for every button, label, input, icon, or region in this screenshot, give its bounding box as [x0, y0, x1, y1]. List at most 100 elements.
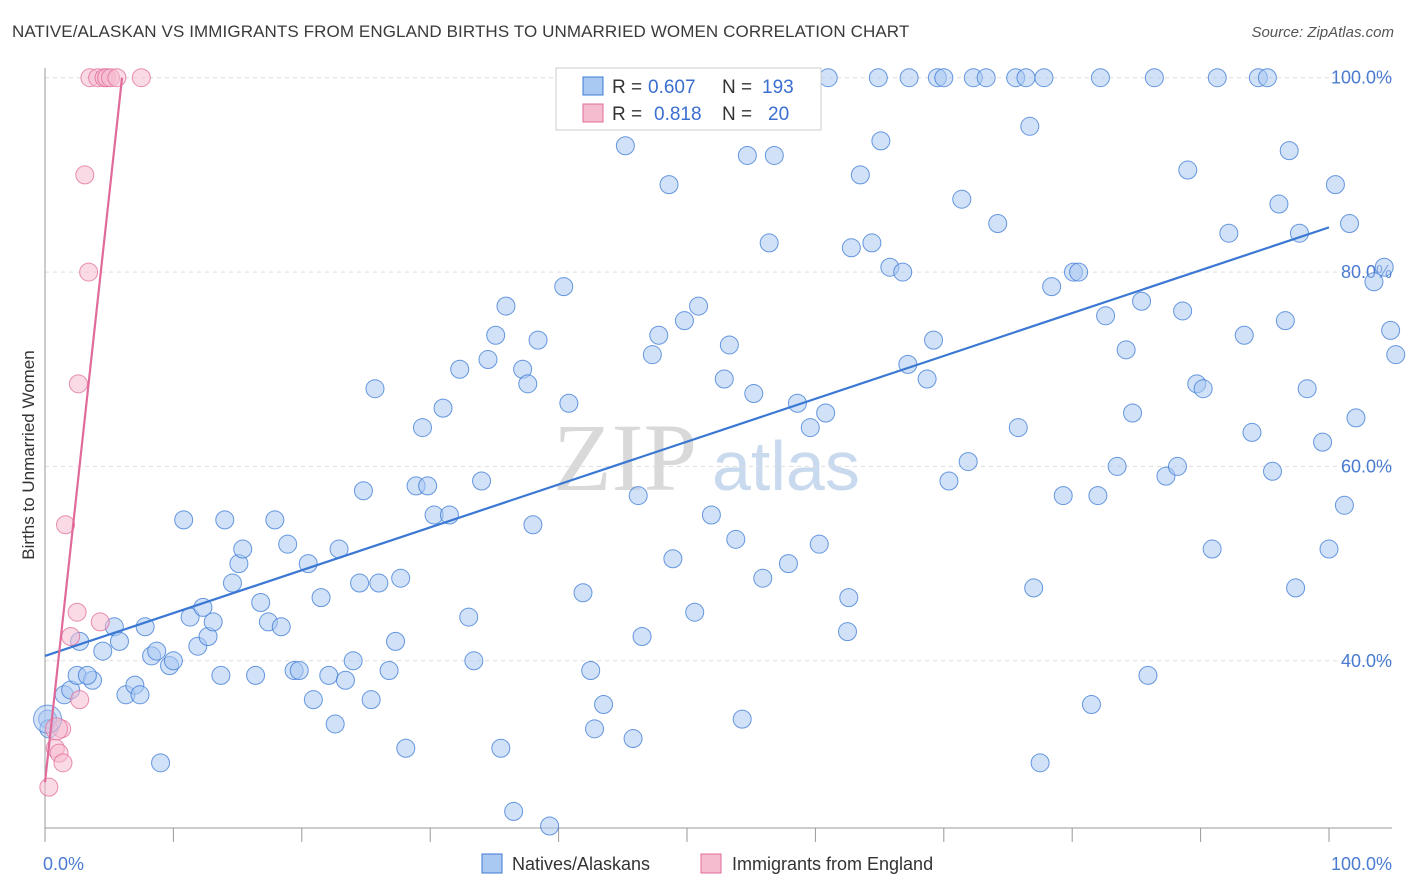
point-natives — [450, 359, 470, 379]
point-natives — [714, 369, 734, 389]
point-natives — [271, 617, 291, 637]
point-natives — [1042, 277, 1062, 297]
chart-title: NATIVE/ALASKAN VS IMMIGRANTS FROM ENGLAN… — [12, 22, 910, 41]
point-natives — [939, 471, 959, 491]
point-natives — [379, 661, 399, 681]
point-natives — [659, 175, 679, 195]
point-natives — [1144, 68, 1164, 88]
point-natives — [628, 486, 648, 506]
point-natives — [719, 335, 739, 355]
point-natives — [1107, 456, 1127, 476]
point-natives — [917, 369, 937, 389]
point-natives — [988, 213, 1008, 233]
point-natives — [1381, 320, 1401, 340]
point-natives — [800, 418, 820, 438]
point-natives — [203, 612, 223, 632]
point-natives — [361, 690, 381, 710]
point-natives — [1207, 68, 1227, 88]
point-natives — [585, 719, 605, 739]
watermark-zip: ZIP — [553, 404, 697, 511]
point-natives — [1069, 262, 1089, 282]
point-natives — [850, 165, 870, 185]
point-natives — [1167, 456, 1187, 476]
point-natives — [396, 738, 416, 758]
point-natives — [1319, 539, 1339, 559]
point-natives — [701, 505, 721, 525]
point-natives — [222, 573, 242, 593]
point-natives — [1202, 539, 1222, 559]
stats-r-label-2: R = — [612, 104, 642, 125]
point-natives — [215, 510, 235, 530]
point-natives — [472, 471, 492, 491]
point-natives — [778, 554, 798, 574]
point-natives — [1053, 486, 1073, 506]
stats-swatch-blue — [582, 76, 604, 96]
point-natives — [1123, 403, 1143, 423]
point-natives — [350, 573, 370, 593]
point-natives — [246, 665, 266, 685]
point-natives — [1374, 257, 1394, 277]
point-natives — [1263, 461, 1283, 481]
legend-label-natives: Natives/Alaskans — [512, 854, 650, 874]
point-natives — [93, 641, 113, 661]
point-natives — [319, 665, 339, 685]
point-natives — [642, 345, 662, 365]
point-natives — [862, 233, 882, 253]
point-natives — [816, 403, 836, 423]
point-england — [107, 68, 127, 88]
x-tick-label: 0.0% — [43, 854, 84, 874]
stats-r-value-1: 0.607 — [648, 77, 696, 98]
point-natives — [130, 685, 150, 705]
point-natives — [1386, 345, 1406, 365]
point-natives — [726, 529, 746, 549]
point-natives — [163, 651, 183, 671]
point-england — [39, 777, 59, 797]
point-natives — [1173, 301, 1193, 321]
y-tick-label: 100.0% — [1331, 68, 1392, 88]
point-england — [131, 68, 151, 88]
point-natives — [528, 330, 548, 350]
point-natives — [386, 631, 406, 651]
point-natives — [952, 189, 972, 209]
point-england — [45, 717, 69, 741]
point-natives — [1116, 340, 1136, 360]
stats-r-label-1: R = — [612, 77, 642, 98]
point-natives — [839, 588, 859, 608]
point-natives — [744, 384, 764, 404]
point-natives — [787, 393, 807, 413]
point-natives — [109, 631, 129, 651]
legend-swatch-natives — [481, 853, 503, 874]
trendline-england — [43, 77, 124, 783]
trendline-natives — [44, 226, 1330, 657]
point-england — [70, 690, 90, 710]
point-natives — [289, 661, 309, 681]
stats-n-value-2: 20 — [768, 104, 789, 125]
point-natives — [518, 374, 538, 394]
point-natives — [311, 588, 331, 608]
point-natives — [615, 136, 635, 156]
point-natives — [1313, 432, 1333, 452]
point-natives — [1234, 325, 1254, 345]
point-natives — [1219, 223, 1239, 243]
point-natives — [623, 729, 643, 749]
point-natives — [893, 262, 913, 282]
point-natives — [369, 573, 389, 593]
point-natives — [1081, 695, 1101, 715]
point-natives — [689, 296, 709, 316]
point-natives — [809, 534, 829, 554]
stats-n-label-1: N = — [722, 77, 752, 98]
point-natives — [899, 68, 919, 88]
point-natives — [573, 583, 593, 603]
point-natives — [504, 801, 524, 821]
point-natives — [554, 277, 574, 297]
point-natives — [298, 554, 318, 574]
point-natives — [594, 695, 614, 715]
point-natives — [478, 350, 498, 370]
point-natives — [233, 539, 253, 559]
point-england — [79, 262, 99, 282]
point-natives — [412, 418, 432, 438]
point-natives — [540, 816, 560, 836]
point-natives — [1364, 272, 1384, 292]
point-natives — [1090, 68, 1110, 88]
point-natives — [871, 131, 891, 151]
